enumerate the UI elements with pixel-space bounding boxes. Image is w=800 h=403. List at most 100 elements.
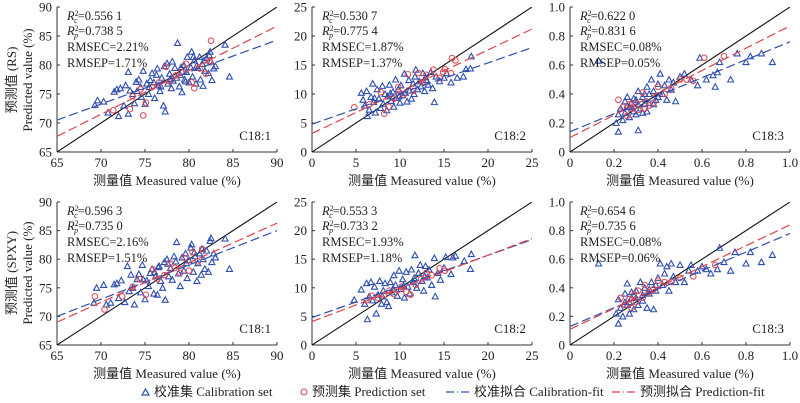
calibration-point <box>130 300 139 308</box>
calibration-point <box>616 303 625 311</box>
calibration-point <box>448 253 457 261</box>
calibration-point <box>742 259 750 267</box>
prediction-point <box>139 112 147 119</box>
calibration-point <box>647 277 656 286</box>
panel-spxy-c18-2: 00 5 5 10 10 15 15 20 20 25 25 测量值 Measured value (… <box>294 195 539 382</box>
rmsec-annotation: RMSEC=1.93% <box>322 235 404 249</box>
rmsep-annotation: RMSEP=1.71% <box>67 56 147 70</box>
r2c-annotation: R2 c=0.556 1 <box>66 9 122 25</box>
calibration-point <box>632 95 640 103</box>
y-tick-label: 0.6 <box>549 252 566 267</box>
plot-area <box>570 7 790 152</box>
calibration-point <box>161 295 170 303</box>
r2c-annotation: R2 c=0.530 7 <box>321 9 377 25</box>
x-tick-label: 15 <box>438 348 451 363</box>
legend-item-prediction-set: 预测集 Prediction set <box>300 384 426 399</box>
calibration-point <box>402 267 411 275</box>
calibration-point <box>363 111 372 120</box>
prediction-point <box>641 105 649 112</box>
calibration-point <box>441 252 450 260</box>
calibration-point <box>179 60 188 69</box>
calibration-point <box>359 95 367 103</box>
calibration-point <box>124 109 133 117</box>
calibration-point <box>378 81 387 89</box>
calibration-point <box>400 293 409 301</box>
legend-label-prediction-set: 预测集 Prediction set <box>312 384 426 399</box>
y-tick-label: 0.6 <box>549 58 566 73</box>
legend: 校准集 Calibration set 预测集 Prediction set 校… <box>140 384 765 399</box>
calibration-point <box>669 272 678 280</box>
rmsep-annotation: RMSEP=0.06% <box>580 251 660 265</box>
prediction-point <box>136 275 144 283</box>
panel-label: C18:2 <box>494 128 526 143</box>
row-label-rs-cn: 预测值 (RS) <box>4 47 19 114</box>
prediction-point <box>407 291 414 298</box>
calibration-point <box>382 297 391 306</box>
r2c-annotation: R2 c=0.654 6 <box>579 204 635 220</box>
calibration-point <box>411 251 419 259</box>
calibration-point <box>665 286 673 294</box>
calibration-point <box>426 67 435 76</box>
calibration-point <box>168 275 177 283</box>
rmsep-annotation: RMSEP=1.51% <box>67 251 147 265</box>
calibration-point <box>168 57 177 65</box>
calibration-point <box>638 108 647 116</box>
calibration-point <box>196 75 205 83</box>
calibration-point <box>375 276 384 284</box>
legend-item-calibration-set: 校准集 Calibration set <box>140 384 273 399</box>
calibration-point <box>618 312 627 320</box>
calibration-point <box>621 297 629 306</box>
calibration-point <box>594 56 603 64</box>
prediction-point <box>110 106 117 114</box>
x-axis-title: 测量值 Measured value (%) <box>606 173 754 188</box>
r2c-annotation: R2 c=0.622 0 <box>579 9 635 25</box>
r2p-annotation: R2 p=0.733 2 <box>321 219 378 235</box>
calibration-point <box>629 305 638 313</box>
ideal-1to1-line <box>312 202 532 345</box>
calibration-point <box>156 86 164 95</box>
calibration-point <box>720 257 728 266</box>
calibration-point <box>706 269 715 277</box>
prediction-point <box>654 83 662 91</box>
calibration-point <box>104 108 112 116</box>
panel-spxy-c18-3: 00 0.2 0.2 0.4 0.4 0.6 0.6 0.8 0.8 1.0 1.0 测量值 Meas… <box>549 195 798 382</box>
calibration-point <box>181 249 190 257</box>
calibration-point <box>188 72 197 80</box>
calibration-point <box>163 79 172 87</box>
calibration-point <box>621 289 629 297</box>
calibration-point <box>407 94 416 102</box>
x-tick-label: 65 <box>51 348 64 363</box>
prediction-point <box>207 37 215 44</box>
calibration-point <box>680 69 689 77</box>
x-tick-label: 15 <box>438 155 451 170</box>
prediction-fit-line <box>570 224 790 330</box>
plot-area <box>312 202 532 345</box>
calibration-point <box>428 84 437 92</box>
calibration-point <box>612 309 621 317</box>
calibration-point <box>198 59 207 67</box>
calibration-point <box>200 264 209 272</box>
calibration-point <box>731 247 739 256</box>
prediction-point <box>650 285 657 293</box>
calibration-point <box>132 77 141 85</box>
calibration-point <box>396 98 404 106</box>
calibration-point <box>116 84 125 92</box>
calibration-point <box>221 234 230 242</box>
prediction-point <box>423 269 430 277</box>
y-tick-label: 80 <box>39 252 52 267</box>
calibration-point <box>665 75 673 83</box>
calibration-point <box>430 97 439 106</box>
x-tick-label: 5 <box>353 155 360 170</box>
prediction-fit-line <box>312 238 532 323</box>
plot-area <box>57 7 277 152</box>
calibration-point <box>623 279 632 287</box>
calibration-point <box>183 273 192 282</box>
calibration-point <box>175 82 184 90</box>
panel-label: C18:2 <box>494 321 526 336</box>
prediction-point <box>91 293 99 300</box>
prediction-point <box>615 96 622 104</box>
x-tick-label: 0.2 <box>606 348 622 363</box>
x-tick-label: 5 <box>353 348 360 363</box>
